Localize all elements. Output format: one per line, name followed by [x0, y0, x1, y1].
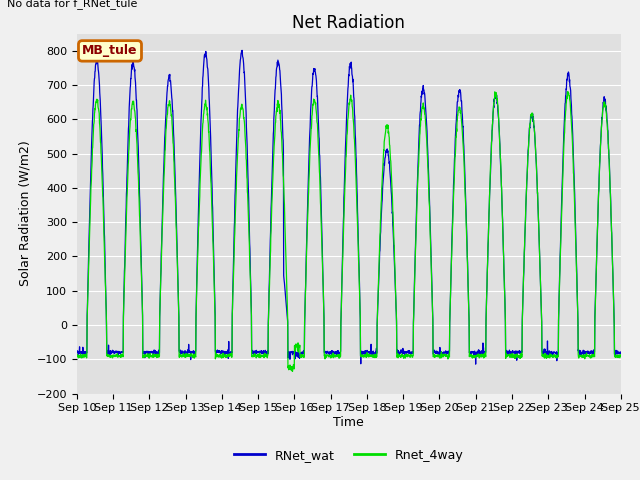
Text: No data for f_RNet_tule: No data for f_RNet_tule — [7, 0, 138, 9]
Rnet_4way — [225, 353, 232, 359]
Line: RNet_wat: RNet_wat — [77, 50, 621, 364]
RNet_wat — [570, 146, 577, 152]
Rnet_4way — [507, 354, 515, 360]
Rnet_4way — [376, 218, 384, 224]
RNet_wat — [73, 349, 81, 355]
Line: Rnet_4way: Rnet_4way — [77, 92, 621, 372]
RNet_wat — [238, 48, 246, 53]
RNet_wat — [617, 349, 625, 355]
Rnet_4way — [584, 353, 592, 359]
RNet_wat — [508, 350, 515, 356]
RNet_wat — [365, 348, 372, 354]
RNet_wat — [376, 232, 384, 238]
Y-axis label: Solar Radiation (W/m2): Solar Radiation (W/m2) — [18, 141, 31, 287]
Title: Net Radiation: Net Radiation — [292, 14, 405, 32]
Legend: RNet_wat, Rnet_4way: RNet_wat, Rnet_4way — [229, 444, 468, 467]
RNet_wat — [584, 349, 592, 355]
X-axis label: Time: Time — [333, 416, 364, 429]
Rnet_4way — [73, 353, 81, 359]
RNet_wat — [472, 361, 479, 367]
Text: MB_tule: MB_tule — [82, 44, 138, 58]
Rnet_4way — [570, 157, 577, 163]
Rnet_4way — [365, 354, 372, 360]
Rnet_4way — [617, 353, 625, 359]
Rnet_4way — [564, 89, 572, 95]
RNet_wat — [225, 349, 232, 355]
Rnet_4way — [289, 369, 296, 374]
